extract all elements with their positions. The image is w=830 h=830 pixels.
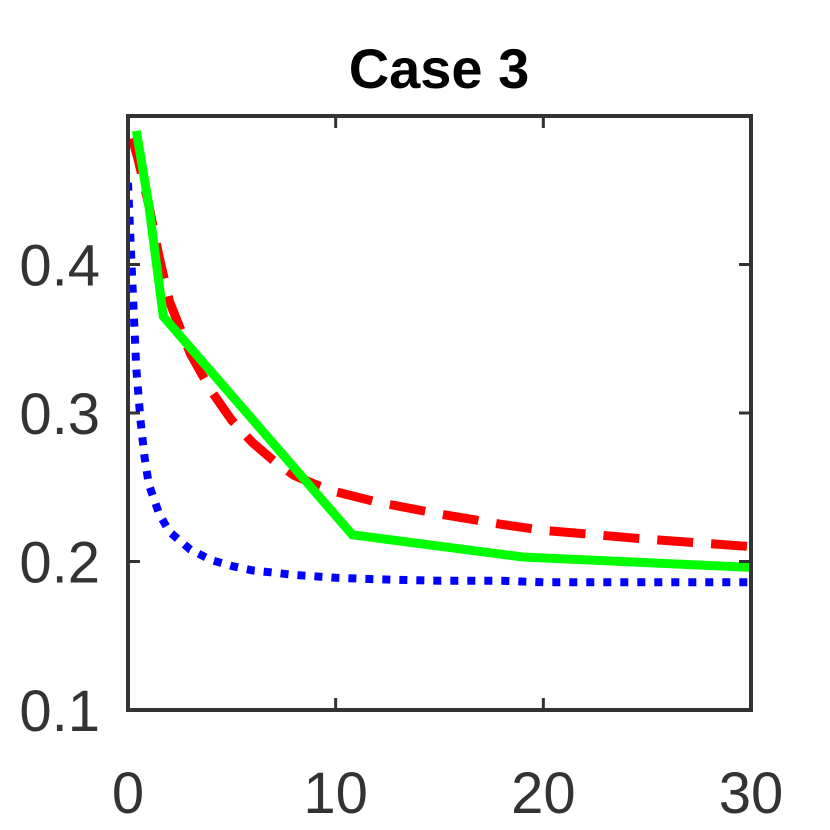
series-line-solid	[131, 130, 751, 572]
plot-area	[128, 130, 751, 587]
y-tick-label: 0.3	[19, 382, 100, 447]
y-tick-label: 0.4	[19, 234, 100, 299]
x-tick-label: 10	[303, 761, 368, 826]
axes: 0 10 20 30 0.1 0.2 0.3 0.4	[19, 114, 784, 826]
y-tick-label: 0.2	[19, 531, 100, 596]
x-tick-label: 30	[719, 761, 784, 826]
chart-title: Case 3	[349, 37, 530, 100]
x-tick-label: 0	[112, 761, 144, 826]
x-tick-label: 20	[511, 761, 576, 826]
y-tick-label: 0.1	[19, 679, 100, 744]
series-line-dotted	[128, 182, 751, 587]
